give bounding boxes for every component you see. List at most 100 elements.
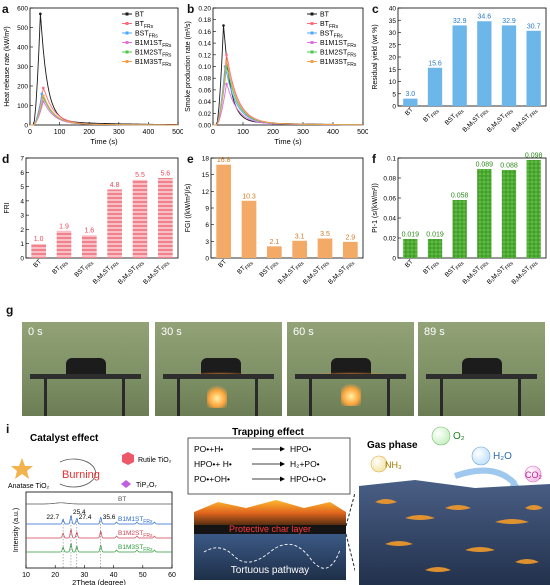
bar	[477, 21, 492, 107]
legend-marker	[125, 50, 129, 54]
reaction-lhs: HPO•+ H•	[194, 459, 232, 469]
x-category-label: B₁M₂STFRs	[486, 106, 515, 135]
h2o-bubble	[471, 446, 491, 466]
bar-value-label: 0.089	[476, 162, 494, 169]
y-tick-label: 100	[17, 103, 28, 110]
bar-value-label: 0.088	[500, 163, 518, 170]
y-tick-label: 0	[392, 104, 396, 111]
mesh-stand	[295, 374, 406, 379]
y-tick-label: 0.10	[198, 64, 211, 71]
gas-phase-title: Gas phase	[367, 440, 418, 451]
zoom-line	[345, 491, 355, 527]
char-surface	[359, 480, 550, 585]
y-tick-label: 0.12	[198, 52, 211, 59]
x-tick-label: 300	[297, 129, 309, 136]
legend-label: B1M1STFRs	[320, 40, 357, 49]
y-tick-label: 0.14	[198, 41, 211, 48]
x-tick-label: 500	[357, 129, 368, 136]
x-tick-label: 60	[168, 572, 176, 579]
y-tick-label: 40	[389, 6, 397, 13]
tip-label: TiP₂O₇	[136, 482, 157, 489]
reaction-rhs: HPO•+O•	[290, 474, 326, 484]
pi-chart: 0 0.02 0.04 0.06 0.08 0.1 PI-1 (s/(kW/m²)) 0.01…	[372, 153, 547, 287]
y-tick-label: 0	[24, 123, 28, 130]
y-tick-label: 300	[17, 64, 28, 71]
y-tick-label: 6	[205, 222, 209, 229]
x-category-label: B₁M₁STFRs	[461, 258, 490, 287]
panel-c: c 0 5 10 15 20 25 30 35 40 Residual yield (wt %) 3…	[368, 0, 550, 150]
x-category-label: B₁M₃STFRs	[142, 258, 171, 287]
bar-value-label: 1.6	[84, 228, 94, 235]
stand-leg	[440, 378, 443, 416]
reaction-rhs: HPO•	[290, 444, 311, 454]
bar-value-label: 1.0	[34, 236, 44, 243]
burner-flame	[207, 384, 227, 408]
x-tick-label: 0	[28, 129, 32, 136]
y-axis-label: Intensity (a.u.)	[13, 508, 20, 552]
bar	[526, 30, 541, 106]
hexagon-icon	[122, 452, 134, 465]
y-tick-label: 0.18	[198, 17, 211, 24]
x-category-label: B₁M₁STFRs	[92, 258, 121, 287]
xrd-peak-label: 27.4	[79, 514, 92, 521]
bar	[342, 241, 358, 258]
legend-marker	[310, 31, 314, 35]
bar-value-label: 2.9	[345, 234, 355, 241]
reaction-lhs: PO•+OH•	[194, 474, 230, 484]
legend-label: B1M2STFRs	[320, 50, 357, 59]
xrd-peak-label: 25.4	[73, 509, 86, 516]
y-tick-label: 0	[205, 256, 209, 263]
mesh-stand	[30, 374, 141, 379]
bar-value-label: 0.019	[426, 232, 444, 239]
bar	[266, 246, 282, 258]
x-category-label: B₁M₂STFRs	[486, 258, 515, 287]
x-tick-label: 0	[211, 129, 215, 136]
tortuous-label: Tortuous pathway	[231, 565, 309, 576]
y-tick-label: 35	[389, 18, 397, 25]
y-tick-label: 600	[17, 6, 28, 13]
series-peak-marker	[42, 86, 45, 90]
trapping-title: Trapping effect	[232, 427, 304, 438]
burning-photo-0s: 0 s	[22, 322, 149, 416]
x-category-label: BSTFRs	[444, 106, 466, 128]
y-axis-label: PI-1 (s/(kW/m²))	[372, 183, 379, 233]
x-category-label: BTFRs	[236, 258, 255, 277]
y-tick-label: 5	[20, 184, 24, 191]
nh3-label: NH₃	[385, 460, 402, 470]
bar	[216, 164, 232, 258]
bar	[452, 25, 467, 106]
legend-marker	[310, 22, 314, 25]
legend-label: BTFRs	[135, 21, 154, 30]
ember-streak	[445, 505, 471, 510]
panel-letter-g: g	[6, 303, 14, 317]
reaction-rhs: H₂+PO•	[290, 459, 320, 469]
stand-leg	[122, 378, 125, 416]
x-category-label: B₁M₂STFRs	[117, 258, 146, 287]
x-tick-label: 400	[143, 129, 155, 136]
panel-b: b 0 100 200 300 400 500 0.00 0.02 0.04 0.06 0.08 0.…	[183, 0, 369, 150]
stand-leg	[177, 378, 180, 416]
y-tick-label: 0.02	[198, 111, 211, 118]
panel-letter-c: c	[372, 2, 379, 16]
bar	[477, 169, 492, 258]
x-tick-label: 200	[83, 129, 95, 136]
xrd-curve-3	[26, 542, 172, 553]
spr-chart: 0 100 200 300 400 500 0.00 0.02 0.04 0.06 0.08 0.10…	[185, 6, 369, 147]
y-tick-label: 0.00	[198, 123, 211, 130]
legend-marker	[310, 41, 314, 44]
series-peak-marker	[40, 92, 44, 96]
x-category-label: BT	[217, 258, 228, 269]
bar-value-label: 3.1	[295, 233, 305, 240]
bar	[452, 200, 467, 258]
stand-leg	[44, 378, 47, 416]
xrd-curve-label: B1M1STFRs	[118, 516, 153, 525]
ember-streak	[465, 547, 495, 552]
trapping-panel: Trapping effect PO•+H• HPO• HPO•+ H• H₂+PO•…	[187, 427, 355, 580]
y-tick-label: 10	[389, 79, 397, 86]
stand-leg	[309, 378, 312, 416]
series-line-1	[30, 86, 178, 126]
arrow-head	[509, 478, 521, 488]
y-tick-label: 5	[392, 91, 396, 98]
x-category-label: BT	[404, 106, 415, 117]
stand-leg	[518, 378, 521, 416]
